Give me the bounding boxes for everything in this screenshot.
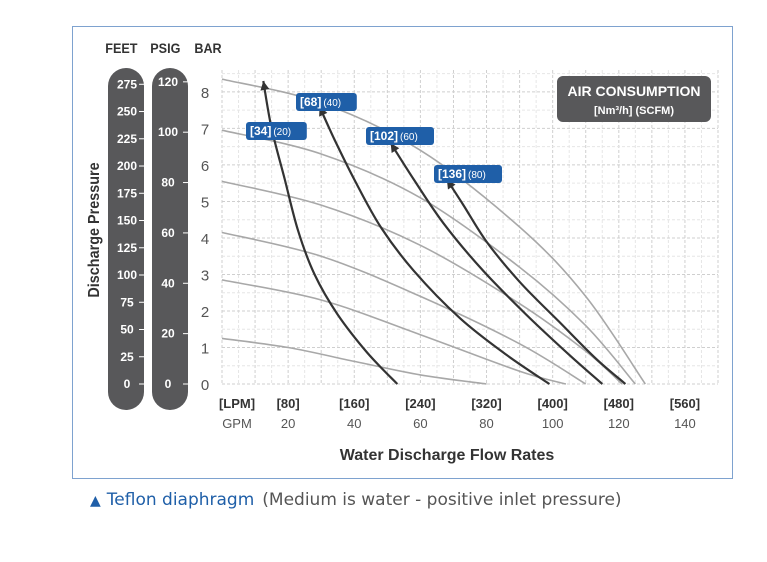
bar-tick-label: 6	[201, 158, 209, 175]
lpm-tick-label: [80]	[277, 396, 300, 411]
psig-tick-label: 60	[161, 226, 175, 240]
bar-tick-label: 1	[201, 340, 209, 357]
gpm-tick-label: 140	[674, 416, 696, 431]
psig-tick-label: 120	[158, 75, 178, 89]
feet-tick-label: 150	[117, 214, 137, 228]
pressure-curve	[221, 279, 567, 385]
psig-tick-label: 0	[165, 377, 172, 391]
air-curve	[389, 142, 604, 385]
feet-scale-pill	[108, 68, 144, 410]
gpm-tick-label: 40	[347, 416, 361, 431]
gpm-tick-label: 120	[608, 416, 630, 431]
air-label-badge	[246, 122, 307, 140]
air-consumption-legend	[557, 76, 711, 122]
triangle-marker-icon: ▲	[90, 493, 101, 509]
pressure-curve	[221, 180, 623, 385]
air-label-badge	[366, 127, 434, 145]
gpm-tick-label: 100	[542, 416, 564, 431]
lpm-tick-label: [160]	[339, 396, 369, 411]
bar-tick-label: 8	[201, 85, 209, 102]
bar-tick-label: 0	[201, 377, 209, 394]
lpm-tick-label: [560]	[670, 396, 700, 411]
legend-units: [Nm³/h] (SCFM)	[594, 105, 674, 117]
gpm-tick-label: 60	[413, 416, 427, 431]
bar-tick-label: 5	[201, 194, 209, 211]
lpm-tick-label: [480]	[604, 396, 634, 411]
psig-tick-label: 40	[161, 276, 175, 290]
lpm-tick-label: [320]	[471, 396, 501, 411]
bar-header: BAR	[194, 40, 222, 56]
lpm-tick-label: [400]	[537, 396, 567, 411]
air-label-text: [136] (80)	[438, 167, 486, 181]
feet-header: FEET	[105, 40, 137, 56]
pressure-curve	[221, 337, 487, 385]
feet-tick-label: 250	[117, 105, 137, 119]
feet-tick-label: 75	[120, 295, 134, 309]
caption-main: Teflon diaphragm	[106, 490, 255, 510]
psig-tick-label: 80	[161, 176, 175, 190]
gpm-tick-label: 20	[281, 416, 295, 431]
x-axis-title: Water Discharge Flow Rates	[340, 447, 555, 464]
air-label-badge	[434, 165, 502, 183]
feet-tick-label: 0	[124, 377, 131, 391]
bar-tick-label: 2	[201, 304, 209, 321]
bar-tick-label: 7	[201, 121, 209, 138]
caption-note: (Medium is water - positive inlet pressu…	[262, 490, 622, 510]
lpm-tick-label: [LPM]	[219, 396, 255, 411]
feet-tick-label: 275	[117, 77, 137, 91]
pressure-curve	[221, 231, 587, 385]
psig-tick-label: 100	[158, 125, 178, 139]
air-curve-arrowhead	[390, 143, 400, 154]
air-curve	[445, 178, 627, 385]
feet-tick-label: 175	[117, 186, 137, 200]
air-label-text: [102] (60)	[370, 129, 418, 143]
air-curve-arrowhead	[260, 80, 270, 91]
feet-tick-label: 100	[117, 268, 137, 282]
air-label-badge	[296, 93, 357, 111]
bar-tick-label: 4	[201, 231, 209, 248]
feet-tick-label: 25	[120, 350, 134, 364]
chart: FEET PSIG BAR 27525022520017515012510075…	[72, 26, 733, 479]
feet-tick-label: 50	[120, 323, 134, 337]
feet-tick-label: 200	[117, 159, 137, 173]
feet-tick-label: 125	[117, 241, 137, 255]
air-label-text: [34] (20)	[250, 124, 291, 138]
gpm-tick-label: GPM	[222, 416, 252, 431]
psig-tick-label: 20	[161, 327, 175, 341]
psig-header: PSIG	[150, 40, 180, 56]
legend-title: AIR CONSUMPTION	[568, 83, 701, 99]
y-axis-title: Discharge Pressure	[85, 162, 103, 297]
air-curve	[318, 106, 551, 385]
bar-tick-label: 3	[201, 267, 209, 284]
lpm-tick-label: [240]	[405, 396, 435, 411]
caption: ▲ Teflon diaphragm (Medium is water - posi…	[90, 490, 622, 510]
feet-tick-label: 225	[117, 132, 137, 146]
air-label-text: [68] (40)	[300, 95, 341, 109]
psig-scale-pill	[152, 68, 188, 410]
pressure-curve	[221, 129, 636, 385]
gpm-tick-label: 80	[479, 416, 493, 431]
